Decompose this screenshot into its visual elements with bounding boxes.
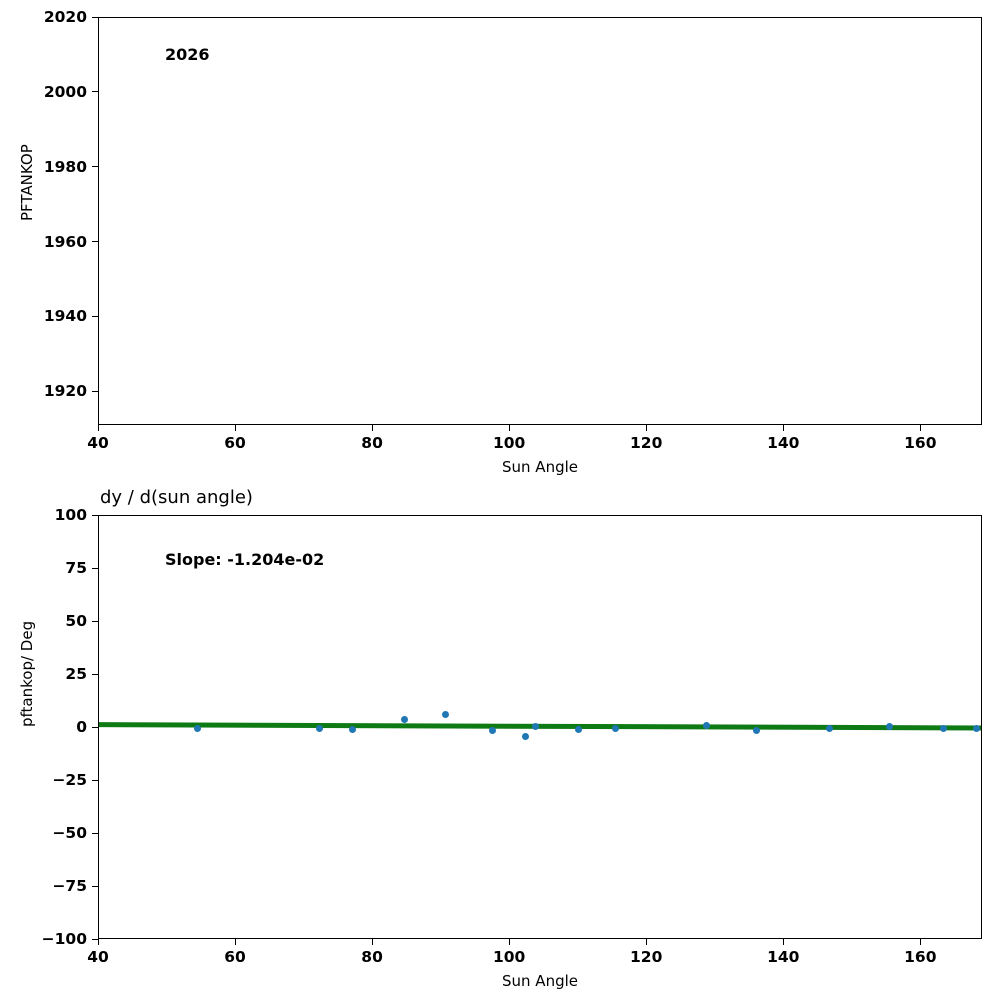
y-tick-mark: [92, 567, 98, 569]
x-tick-mark: [508, 939, 510, 945]
y-tick-mark: [92, 390, 98, 392]
scatter-point: [702, 722, 710, 730]
x-tick-mark: [97, 425, 99, 431]
y-tick-label: 1940: [43, 307, 87, 326]
x-tick-mark: [371, 425, 373, 431]
x-tick-label: 60: [224, 948, 246, 966]
y-tick-label: 75: [65, 559, 87, 577]
scatter-point: [972, 724, 980, 732]
x-tick-mark: [645, 939, 647, 945]
scatter-point: [825, 724, 833, 732]
bottom-plot-slope-annotation: Slope: -1.204e-02: [165, 550, 325, 569]
y-tick-mark: [92, 779, 98, 781]
scatter-point: [401, 716, 409, 724]
y-tick-label: −100: [41, 930, 87, 948]
x-tick-label: 120: [630, 434, 663, 452]
scatter-point: [488, 727, 496, 735]
y-tick-mark: [92, 726, 98, 728]
x-tick-label: 100: [492, 948, 526, 966]
y-tick-label: 1980: [43, 157, 87, 176]
x-tick-mark: [97, 939, 99, 945]
x-tick-label: 160: [904, 948, 937, 966]
x-tick-mark: [645, 425, 647, 431]
x-tick-label: 40: [87, 948, 109, 966]
x-tick-mark: [508, 425, 510, 431]
scatter-point: [316, 725, 324, 733]
top-plot-axes: [98, 17, 982, 425]
y-tick-mark: [92, 514, 98, 516]
y-tick-mark: [92, 315, 98, 318]
scatter-point: [441, 711, 449, 719]
scatter-point: [574, 725, 582, 733]
scatter-point: [522, 733, 530, 741]
x-tick-mark: [371, 939, 373, 945]
y-tick-label: 1920: [43, 382, 87, 401]
y-tick-mark: [92, 673, 98, 675]
top-plot-annotation: 2026: [165, 45, 210, 64]
top-plot-x-axis-label: Sun Angle: [502, 458, 578, 476]
scatter-point: [194, 724, 202, 732]
scatter-point: [753, 727, 761, 735]
y-tick-mark: [92, 16, 98, 18]
x-tick-label: 140: [767, 434, 800, 452]
y-tick-mark: [92, 91, 98, 93]
y-tick-label: 50: [65, 612, 87, 630]
x-tick-mark: [782, 425, 784, 431]
scatter-point: [612, 724, 620, 732]
y-tick-label: 0: [76, 718, 87, 736]
x-tick-mark: [919, 939, 921, 945]
x-tick-mark: [782, 939, 784, 945]
y-tick-label: −50: [52, 824, 87, 842]
x-tick-label: 120: [630, 948, 663, 966]
x-tick-mark: [919, 425, 921, 431]
x-tick-label: 140: [767, 948, 800, 966]
y-tick-mark: [92, 885, 98, 887]
y-tick-label: 2020: [43, 8, 87, 26]
x-tick-label: 60: [224, 434, 246, 452]
y-tick-mark: [92, 166, 98, 168]
y-tick-mark: [92, 832, 98, 834]
y-tick-label: −25: [52, 771, 87, 789]
bottom-plot-axes: [98, 515, 982, 939]
x-tick-label: 100: [492, 434, 526, 452]
x-tick-mark: [234, 939, 236, 945]
y-tick-mark: [92, 620, 98, 622]
scatter-point: [885, 722, 893, 730]
y-tick-mark: [92, 938, 98, 940]
x-tick-label: 160: [904, 434, 937, 452]
scatter-point: [939, 725, 947, 733]
bottom-plot-x-axis-label: Sun Angle: [502, 972, 578, 990]
bottom-plot-title: dy / d(sun angle): [100, 487, 253, 508]
scatter-point: [349, 725, 357, 733]
x-tick-mark: [234, 425, 236, 431]
x-tick-label: 80: [361, 948, 383, 966]
x-tick-label: 80: [361, 434, 383, 452]
y-tick-label: 2000: [43, 82, 87, 101]
scatter-point: [532, 723, 540, 731]
y-tick-label: 1960: [43, 232, 87, 251]
linear-fit-line: [99, 722, 981, 731]
bottom-plot-data-area: [99, 516, 981, 938]
y-tick-mark: [92, 241, 98, 243]
y-tick-label: 25: [65, 665, 87, 683]
y-tick-label: 100: [54, 506, 87, 524]
x-tick-label: 40: [87, 434, 109, 452]
y-tick-label: −75: [52, 877, 87, 895]
